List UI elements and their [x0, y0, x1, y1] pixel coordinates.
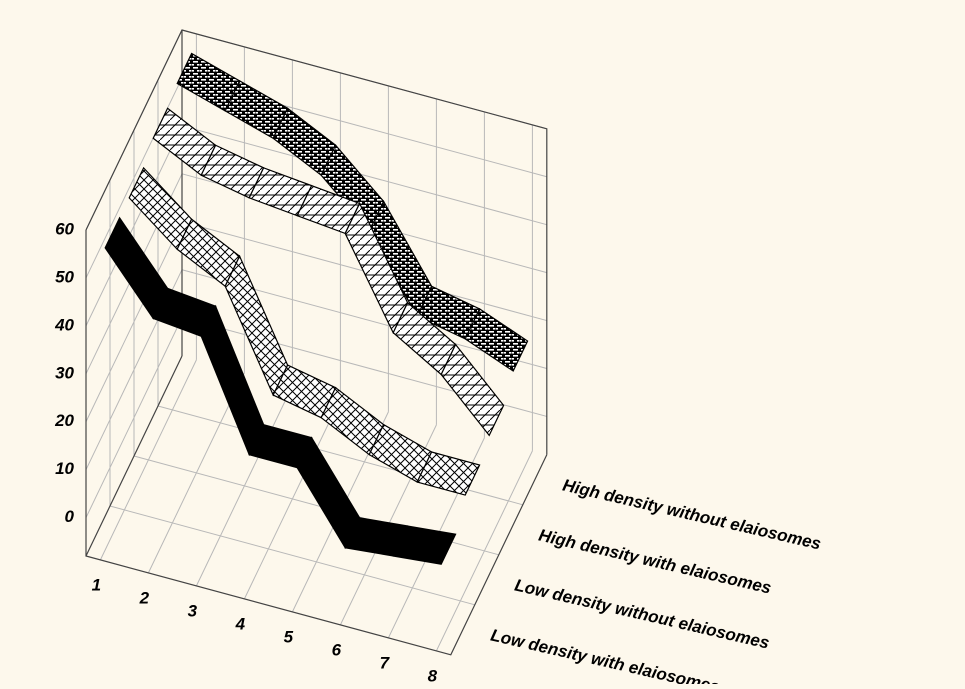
x-tick-label: 7 [380, 653, 391, 672]
x-tick-label: 2 [139, 588, 150, 607]
legend-label: High density with elaiosomes [537, 526, 773, 598]
x-tick-label: 6 [332, 640, 342, 659]
x-tick-label: 3 [188, 601, 198, 620]
y-tick-label: 30 [55, 363, 74, 382]
y-tick-label: 10 [55, 459, 74, 478]
box-edge [85, 29, 548, 455]
x-tick-label: 5 [284, 627, 294, 646]
x-tick-label: 4 [235, 614, 246, 633]
grid-line [181, 125, 547, 226]
grid-line [109, 505, 475, 606]
x-tick-label: 1 [92, 575, 101, 594]
legend-label: Low density with elaiosomes [489, 626, 722, 684]
ribbon-segment [296, 436, 361, 550]
ribbon-segment [392, 525, 457, 565]
ribbon-segment [464, 307, 529, 372]
box-edge [85, 230, 548, 656]
y-tick-label: 40 [54, 315, 74, 334]
y-tick-label: 0 [65, 507, 75, 526]
y-tick-label: 20 [54, 411, 74, 430]
x-tick-label: 8 [428, 666, 438, 684]
box-edge [85, 355, 183, 557]
y-tick-label: 50 [55, 267, 74, 286]
ribbon-segment [440, 343, 505, 437]
y-tick-label: 60 [55, 219, 74, 238]
ribbon-segment [416, 451, 481, 496]
